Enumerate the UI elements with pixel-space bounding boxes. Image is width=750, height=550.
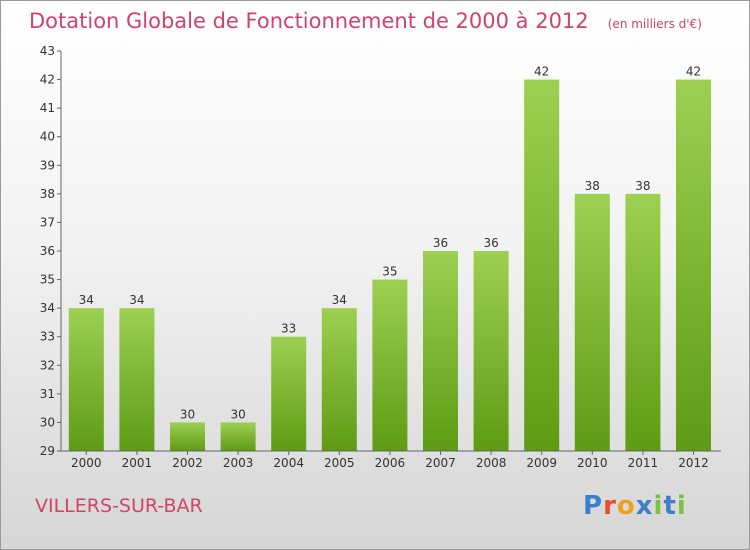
bar <box>170 422 205 451</box>
x-tick-label: 2009 <box>526 456 557 470</box>
logo-letter: i <box>676 491 687 521</box>
commune-name: VILLERS-SUR-BAR <box>35 495 203 517</box>
bar <box>321 308 357 451</box>
bar-value-label: 30 <box>180 407 195 421</box>
proxiti-logo: Proxiti <box>583 491 687 521</box>
chart-title-block: Dotation Globale de Fonctionnement de 20… <box>29 9 702 33</box>
logo-letter: r <box>603 491 617 521</box>
bar <box>625 193 661 451</box>
y-tick-label: 34 <box>40 301 55 315</box>
y-tick-label: 31 <box>40 387 55 401</box>
bar-value-label: 35 <box>382 265 397 279</box>
x-tick-label: 2008 <box>476 456 507 470</box>
y-tick-label: 40 <box>40 130 55 144</box>
bar-value-label: 36 <box>433 236 448 250</box>
y-tick-label: 30 <box>40 415 55 429</box>
y-tick-label: 33 <box>40 330 55 344</box>
x-tick-label: 2004 <box>273 456 304 470</box>
bar <box>220 422 256 451</box>
logo-letter: P <box>583 491 604 521</box>
y-tick-label: 42 <box>40 73 55 87</box>
bar-value-label: 34 <box>129 293 144 307</box>
bar <box>423 251 458 451</box>
bar-value-label: 34 <box>79 293 94 307</box>
bar <box>372 279 408 451</box>
x-tick-label: 2000 <box>71 456 102 470</box>
bar-value-label: 42 <box>534 65 549 79</box>
bar-value-label: 36 <box>483 236 498 250</box>
bar <box>574 193 610 451</box>
x-tick-label: 2001 <box>122 456 153 470</box>
x-tick-label: 2006 <box>375 456 406 470</box>
y-tick-label: 39 <box>40 158 55 172</box>
y-tick-label: 41 <box>40 101 55 115</box>
bar <box>473 251 509 451</box>
bar-value-label: 42 <box>686 65 701 79</box>
axes-group: 29 30 31 32 33 34 35 36 37 38 39 40 41 42 43 2000 2001 20… <box>40 44 721 470</box>
bar <box>68 308 104 451</box>
y-tick-label: 32 <box>40 358 55 372</box>
y-tick-label: 38 <box>40 187 55 201</box>
x-tick-label: 2002 <box>172 456 203 470</box>
y-tick-label: 43 <box>40 44 55 58</box>
y-tick-label: 29 <box>40 444 55 458</box>
x-tick-label: 2011 <box>628 456 659 470</box>
x-tick-label: 2003 <box>223 456 254 470</box>
bar <box>676 79 711 452</box>
bar-value-label: 38 <box>635 179 650 193</box>
logo-letter: t <box>663 491 677 521</box>
logo-letter: o <box>616 491 636 521</box>
bar-value-label: 30 <box>230 407 245 421</box>
chart-title: Dotation Globale de Fonctionnement de 20… <box>29 9 589 33</box>
x-tick-label: 2007 <box>425 456 456 470</box>
chart-subtitle: (en milliers d'€) <box>607 17 702 31</box>
bar <box>119 308 155 451</box>
bar-value-label: 33 <box>281 322 296 336</box>
bar <box>271 336 307 451</box>
logo-letter: i <box>653 491 664 521</box>
y-tick-label: 35 <box>40 273 55 287</box>
bars-group: 34 34 30 30 33 34 35 36 36 42 38 38 42 <box>68 65 711 452</box>
bar-value-label: 34 <box>332 293 347 307</box>
x-tick-label: 2010 <box>577 456 608 470</box>
bar-value-label: 38 <box>585 179 600 193</box>
y-tick-label: 37 <box>40 215 55 229</box>
logo-letter: x <box>635 491 654 521</box>
bar <box>524 79 560 452</box>
x-tick-label: 2012 <box>678 456 709 470</box>
y-tick-label: 36 <box>40 244 55 258</box>
x-tick-label: 2005 <box>324 456 355 470</box>
